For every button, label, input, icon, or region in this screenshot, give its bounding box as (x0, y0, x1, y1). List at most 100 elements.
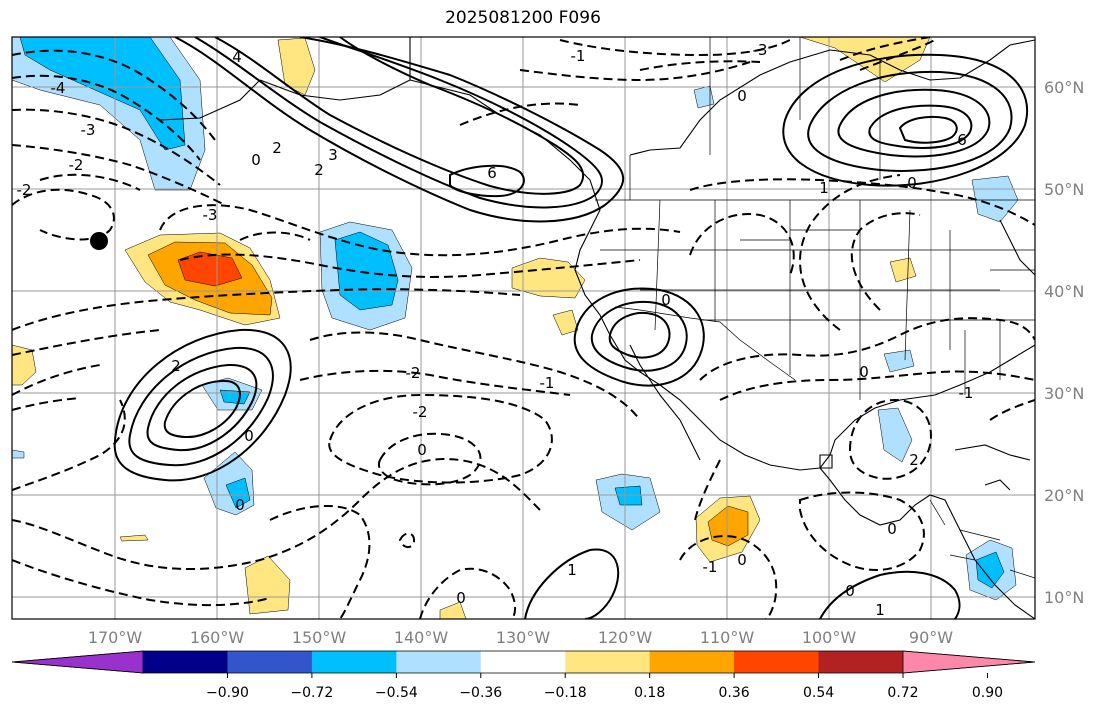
contour-label-26: 0 (859, 363, 869, 381)
colorbar-segment-1 (227, 651, 313, 673)
colorbar-tick-label-1: −0.72 (290, 685, 333, 701)
lon-label-4: 130°W (496, 628, 551, 647)
contour-label-23: 0 (244, 427, 254, 445)
contour-label-9: 2 (314, 161, 324, 179)
contour-label-13: -2 (17, 181, 32, 199)
shade-neg-nw-core (19, 37, 186, 151)
contour-label-11: 6 (487, 164, 497, 182)
colorbar-segment-3 (396, 651, 482, 673)
shade-pos-ne (799, 37, 931, 83)
map-area: -1 -30-3-2-442 3206-3-26010-2-1-20200-1020… (12, 37, 1035, 619)
colorbar-tick-label-0: −0.90 (206, 685, 249, 701)
contour-label-28: 0 (887, 520, 897, 538)
shade-pos-sw (244, 555, 291, 615)
contour-label-17: 0 (661, 291, 671, 309)
colorbar-tick-label-2: −0.54 (375, 685, 418, 701)
shade-neg-glakes (971, 175, 1019, 223)
lat-label-4: 20°N (1044, 486, 1084, 505)
contour-label-3: -3 (81, 121, 96, 139)
lon-label-3: 140°W (394, 628, 449, 647)
colorbar-segment-5 (565, 651, 651, 673)
colorbar-extend-low (11, 650, 144, 674)
colorbar-outline (11, 650, 1036, 674)
lat-label-5: 10°N (1044, 588, 1084, 607)
contour-lines (12, 37, 1035, 619)
contour-label-19: -1 (540, 374, 555, 392)
lon-label-6: 110°W (700, 628, 755, 647)
contour-label-30: -1 (703, 558, 718, 576)
political-borders (595, 37, 1035, 579)
shade-pos-coast-small (552, 309, 579, 336)
lat-label-0: 60°N (1044, 78, 1084, 97)
shade-pos-leftedge (12, 344, 37, 386)
lon-label-8: 90°W (909, 628, 953, 647)
lat-label-2: 40°N (1044, 282, 1084, 301)
contour-label-2: 0 (737, 87, 747, 105)
contour-label-5: -4 (51, 79, 66, 97)
contour-label-25: -1 (959, 384, 974, 402)
shade-pos-mw-small (889, 257, 917, 283)
lon-label-7: 100°W (802, 628, 857, 647)
lat-label-3: 30°N (1044, 384, 1084, 403)
colorbar-segment-2 (311, 651, 397, 673)
contour-label-1: -3 (753, 41, 768, 59)
colorbar-segment-8 (818, 651, 904, 673)
contour-label-10: 0 (251, 151, 261, 169)
shade-pos-tiny (119, 534, 149, 542)
lon-label-5: 120°W (598, 628, 653, 647)
shade-pos-coast (511, 257, 586, 299)
shade-neg-gulf (877, 407, 913, 463)
contour-label-29: 1 (567, 561, 577, 579)
map-title: 2025081200 F096 (445, 8, 601, 28)
contour-label-24: 0 (235, 496, 245, 514)
colorbar-segment-7 (734, 651, 820, 673)
colorbar-segment-4 (480, 651, 566, 673)
map-frame (11, 36, 1036, 620)
colorbar-segment-6 (649, 651, 735, 673)
contour-label-27: 2 (909, 451, 919, 469)
lon-label-2: 150°W (292, 628, 347, 647)
contour-labels: -1 -30-3-2-442 3206-3-26010-2-1-20200-1020… (17, 41, 974, 619)
contour-label-12: -3 (203, 206, 218, 224)
shade-neg-ne-small (693, 85, 715, 109)
lon-label-0: 170°W (88, 628, 143, 647)
colorbar-segment-0 (143, 651, 228, 673)
contour-label-4: -2 (69, 156, 84, 174)
colorbar: −0.90 −0.72 −0.54 −0.36 −0.18 0.18 0.36 0.54 0.7… (11, 650, 1036, 701)
colorbar-tick-label-4: −0.18 (544, 685, 587, 701)
lon-label-1: 160°W (190, 628, 245, 647)
colorbar-tick-label-9: 0.90 (972, 685, 1003, 701)
contour-label-8: 3 (328, 146, 338, 164)
contour-label-22: 2 (171, 357, 181, 375)
contour-label-15: 0 (907, 174, 917, 192)
colorbar-extend-high (902, 650, 1036, 674)
contour-label-14: 6 (957, 131, 967, 149)
shade-neg-hawaii-core (225, 477, 251, 509)
observation-point-marker (90, 232, 108, 250)
contour-label-21: 0 (417, 441, 427, 459)
contour-label-20: -2 (413, 403, 428, 421)
colorbar-tick-label-5: 0.18 (634, 685, 665, 701)
shade-pos-bottom (439, 601, 467, 619)
latitude-labels: 60°N 50°N 40°N 30°N 20°N 10°N (1044, 78, 1084, 607)
contour-label-33: 0 (845, 582, 855, 600)
anomaly-shading (12, 37, 1019, 619)
lat-label-1: 50°N (1044, 180, 1084, 199)
contour-label-16: 1 (819, 179, 829, 197)
colorbar-tick-label-7: 0.54 (803, 685, 834, 701)
colorbar-tick-label-6: 0.36 (719, 685, 750, 701)
shade-neg-leftedge (12, 449, 25, 459)
contour-label-0: -1 (571, 47, 586, 65)
contour-label-6: 4 (232, 48, 242, 66)
shade-neg-carib-core (975, 551, 1005, 589)
contour-label-34: 1 (875, 601, 885, 619)
shade-neg-se (883, 349, 915, 373)
colorbar-tick-label-8: 0.72 (887, 685, 918, 701)
colorbar-tick-label-3: −0.36 (459, 685, 502, 701)
contour-label-31: 0 (737, 551, 747, 569)
contour-label-18: -2 (406, 364, 421, 382)
longitude-labels: 170°W 160°W 150°W 140°W 130°W 120°W 110°W 100°W… (88, 628, 953, 647)
contour-label-7: 2 (272, 139, 282, 157)
shade-pos-topleft (277, 37, 316, 96)
